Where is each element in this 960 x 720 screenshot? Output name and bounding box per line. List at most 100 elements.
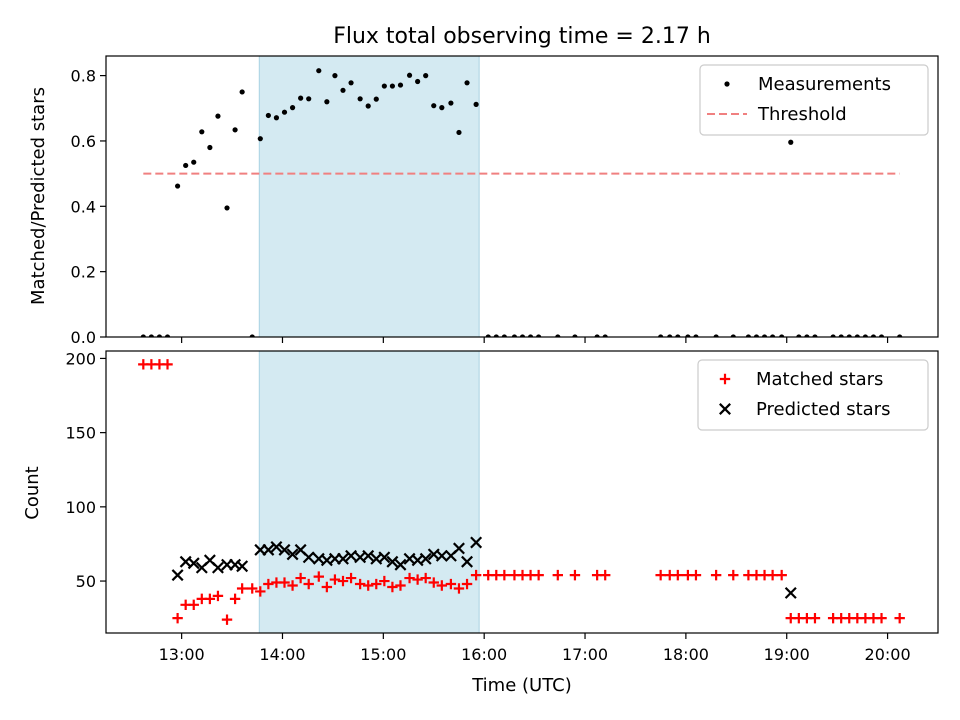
predicted-star-point (337, 552, 349, 565)
matched-star-point (428, 577, 439, 588)
matched-star-point (363, 580, 374, 591)
matched-star-point (600, 569, 611, 581)
legend-box (697, 359, 929, 431)
matched-star-point (690, 569, 702, 581)
matched-star-point (894, 612, 905, 624)
legend-swatch (719, 373, 731, 385)
measurement-point (448, 100, 454, 106)
x-axis-label: Time (UTC) (471, 675, 572, 696)
measurement-point (812, 334, 818, 337)
measurement-point (685, 334, 691, 337)
measurement-point (199, 129, 205, 135)
observing-span (258, 55, 480, 338)
x-tick-label: 13:00 (159, 645, 205, 664)
measurement-point (862, 334, 868, 337)
predicted-star-point (171, 569, 184, 582)
legend-entry: Matched stars (756, 369, 883, 390)
matched-star-point (229, 593, 241, 605)
legend: Measurements Threshold (699, 64, 929, 136)
matched-star-point (321, 581, 333, 593)
predicted-star-point (470, 536, 483, 549)
y-tick-label: 200 (65, 349, 96, 368)
measurement-point (511, 334, 518, 337)
matched-star-point (412, 574, 423, 585)
y-tick-label: 0.2 (71, 263, 96, 282)
measurement-point (779, 334, 785, 337)
x-tick-label: 20:00 (865, 645, 911, 664)
top-y-axis-label: Matched/Predicted stars (28, 87, 49, 305)
measurement-point (365, 103, 371, 109)
measurement-point (439, 105, 445, 111)
matched-star-point (809, 612, 821, 624)
measurement-point (415, 78, 421, 85)
bottom-y-axis-label: Count (22, 466, 43, 519)
matched-star-point (499, 569, 510, 581)
measurement-point (340, 87, 346, 93)
measurement-point (183, 162, 189, 169)
matched-star-point (420, 572, 431, 584)
matched-star-point (379, 575, 390, 587)
axes-frame (105, 55, 939, 338)
matched-star-point (387, 581, 398, 593)
measurement-point (281, 109, 288, 115)
measurement-point (175, 183, 181, 189)
predicted-star-point (378, 551, 391, 564)
measurement-point (796, 334, 802, 337)
matched-star-point (313, 571, 324, 582)
predicted-star-point (394, 558, 407, 571)
measurement-point (730, 334, 736, 337)
measurement-point (713, 334, 719, 337)
legend-box (699, 64, 929, 136)
matched-star-point (728, 569, 739, 581)
matched-star-point (655, 569, 666, 581)
matched-star-point (255, 586, 266, 597)
predicted-star-point (452, 542, 465, 555)
predicted-star-point (270, 540, 283, 553)
y-tick-label: 0.8 (71, 67, 96, 86)
measurement-point (788, 139, 794, 145)
measurement-point (406, 72, 413, 78)
measurement-point (536, 334, 542, 337)
measurement-point (658, 334, 664, 337)
measurement-point (693, 334, 699, 337)
measurement-point (555, 334, 561, 337)
measurement-point (289, 105, 296, 111)
measurement-point (306, 96, 312, 102)
matched-star-point (204, 593, 216, 605)
legend-entry: Measurements (758, 74, 891, 95)
measurement-point (770, 334, 776, 337)
measurement-point (675, 334, 681, 337)
measurement-point (232, 127, 238, 133)
measurement-point (397, 82, 404, 88)
measurement-point (156, 334, 163, 337)
legend-entry: Predicted stars (756, 399, 890, 420)
matched-star-point (172, 612, 183, 624)
y-tick-label: 50 (76, 572, 96, 591)
predicted-star-point (211, 561, 224, 574)
predicted-star-point (262, 543, 275, 556)
measurement-point (602, 334, 608, 337)
x-tick-label: 16:00 (461, 645, 507, 664)
measurement-point (348, 80, 354, 86)
y-tick-label: 0.4 (71, 197, 96, 216)
matched-star-point (395, 580, 406, 591)
matched-star-point (329, 574, 341, 585)
x-tick-label: 14:00 (259, 645, 305, 664)
matched-star-point (461, 578, 473, 590)
matched-star-point (236, 583, 248, 594)
matched-star-point (470, 569, 482, 581)
matched-star-point (279, 577, 290, 588)
measurement-point (464, 80, 470, 86)
measurement-point (473, 101, 479, 107)
legend-swatch (724, 81, 730, 87)
measurement-point (332, 73, 338, 79)
measurement-point (265, 112, 271, 119)
legend-entry: Threshold (757, 104, 847, 125)
matched-star-point (776, 569, 787, 581)
legend: Matched stars Predicted stars (697, 359, 929, 431)
measurement-point (830, 334, 836, 337)
measurement-point (140, 334, 146, 337)
measurement-point (527, 334, 534, 337)
predicted-star-point (362, 549, 375, 562)
predicted-star-point (435, 549, 448, 562)
